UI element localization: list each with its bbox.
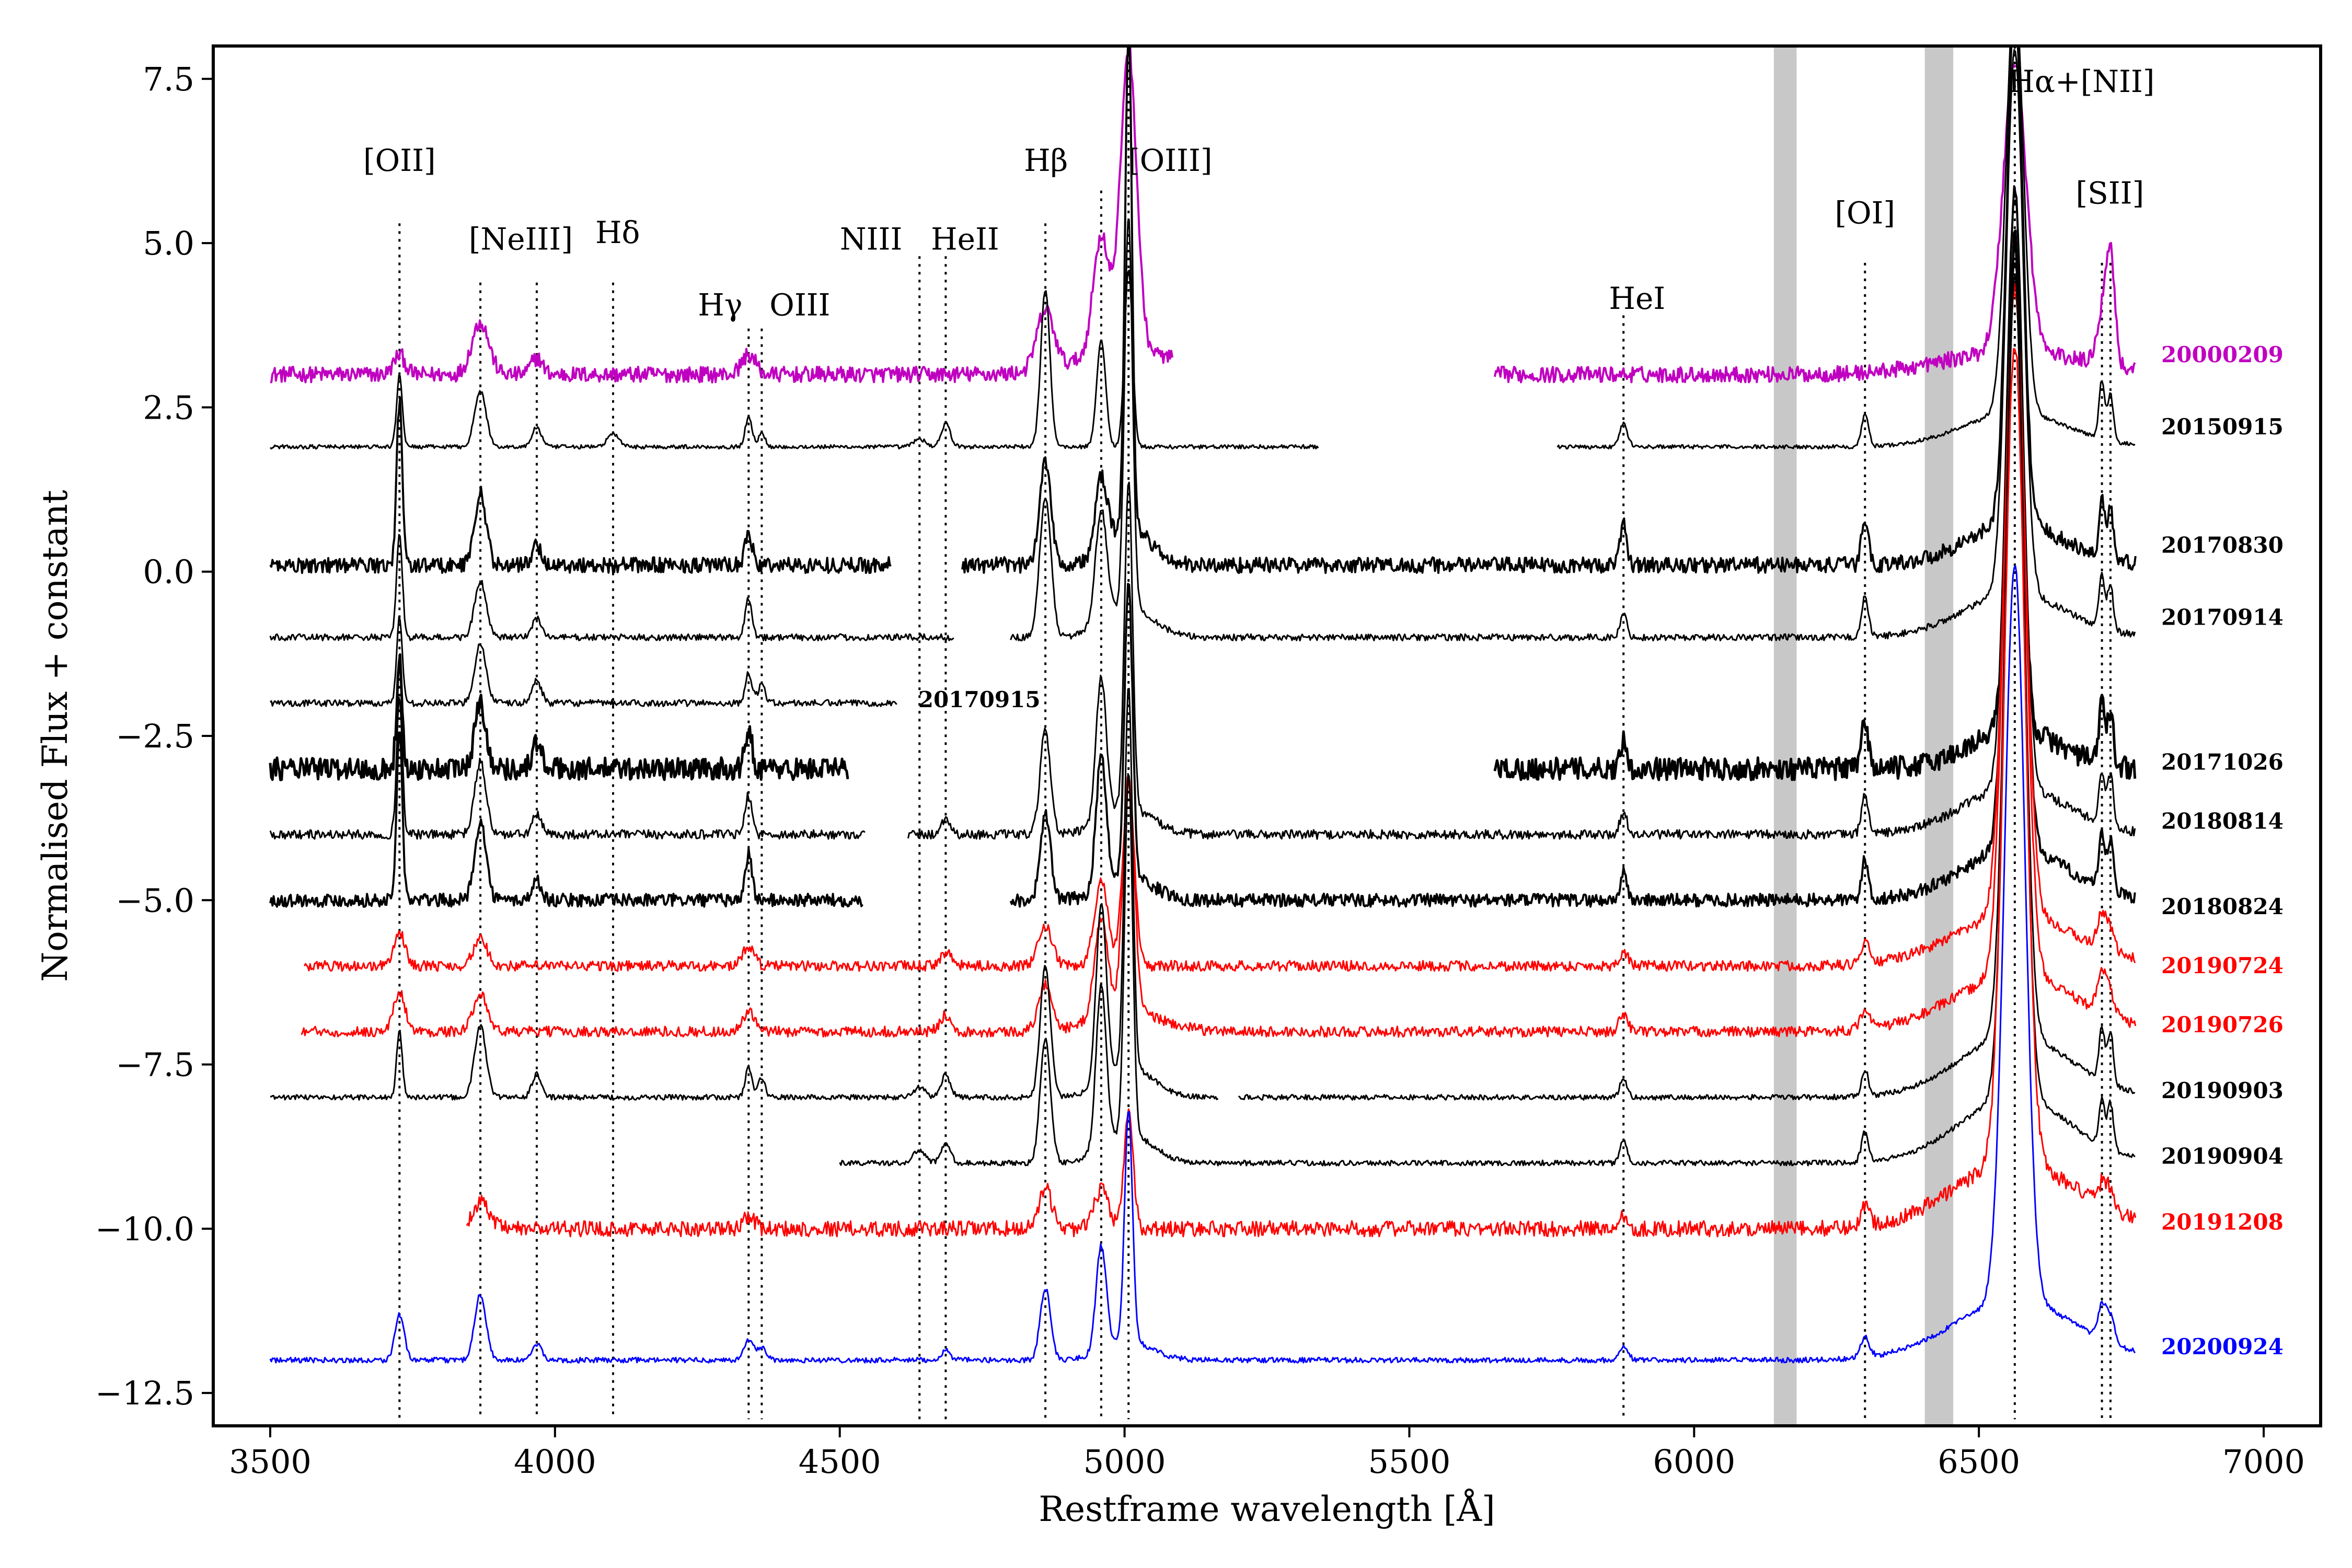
spectrum-20170830-segment-1 bbox=[961, 46, 2137, 574]
x-tick-label: 4500 bbox=[799, 1443, 881, 1481]
x-tick-label: 5000 bbox=[1083, 1443, 1166, 1481]
y-tick-label: 0.0 bbox=[143, 553, 194, 591]
axis-ticks: 3500 4000 4500 5000 5500 6000 6500 7000 7.5 5.0 2.… bbox=[95, 60, 2305, 1481]
y-tick-label: −10.0 bbox=[95, 1210, 194, 1248]
spectrum-20170830-segment-0 bbox=[269, 396, 892, 574]
series-date-label: 20190724 bbox=[2161, 953, 2284, 978]
series-date-label: 20191208 bbox=[2161, 1209, 2284, 1235]
emission-line-label: [OIII] bbox=[1128, 143, 1213, 178]
series-date-label: 20171026 bbox=[2161, 749, 2284, 775]
x-tick-label: 5500 bbox=[1368, 1443, 1451, 1481]
y-tick-label: 5.0 bbox=[143, 224, 194, 262]
emission-line-label: Hδ bbox=[595, 215, 640, 250]
emission-line-label: Hγ bbox=[698, 287, 742, 322]
spectrum-20190903-segment-0 bbox=[270, 688, 1219, 1101]
spectrum-20180814-segment-0 bbox=[269, 696, 866, 840]
plot-frame bbox=[212, 44, 2322, 1427]
spectrum-20180824-segment-1 bbox=[1009, 185, 2136, 908]
x-tick-label: 6000 bbox=[1653, 1443, 1735, 1481]
shaded-band-0 bbox=[1773, 46, 1797, 1426]
emission-line-label: HeII bbox=[931, 222, 999, 257]
spectrum-20000209-segment-0 bbox=[270, 46, 1174, 384]
y-tick-label: −7.5 bbox=[116, 1046, 194, 1084]
spectrum-20000209-segment-1 bbox=[1493, 63, 2136, 384]
shaded-bands bbox=[1773, 46, 1954, 1426]
spectrum-20170914-segment-1 bbox=[1010, 49, 2136, 642]
emission-line-labels: [OII] [NeIII] Hδ Hγ OIII NIII HeII Hβ [OIII] HeI [… bbox=[363, 64, 2154, 322]
spectra-series bbox=[269, 46, 2137, 1364]
y-tick-label: −2.5 bbox=[116, 717, 194, 755]
inline-date-label: 20170915 bbox=[918, 687, 1041, 712]
emission-line-label: [OII] bbox=[363, 143, 436, 178]
spectrum-20190904-segment-0 bbox=[839, 275, 2136, 1167]
series-date-label: 20190904 bbox=[2161, 1144, 2284, 1169]
series-date-label: 20200924 bbox=[2161, 1334, 2284, 1359]
x-tick-label: 3500 bbox=[229, 1443, 312, 1481]
y-tick-label: 7.5 bbox=[143, 60, 194, 98]
spectrum-20200924-segment-0 bbox=[269, 565, 2136, 1364]
emission-line-label: [SII] bbox=[2076, 176, 2144, 211]
series-date-label: 20170914 bbox=[2161, 605, 2284, 630]
emission-line-label: [OI] bbox=[1835, 195, 1895, 230]
emission-line-label: OIII bbox=[769, 287, 830, 322]
series-date-label: 20190903 bbox=[2161, 1078, 2284, 1103]
spectrum-20180824-segment-0 bbox=[269, 731, 863, 908]
spectrum-20190726-segment-0 bbox=[301, 283, 2137, 1038]
emission-line-label: [NeIII] bbox=[469, 222, 573, 257]
series-date-label: 20170830 bbox=[2161, 532, 2284, 558]
emission-line-markers bbox=[398, 46, 2112, 1420]
x-tick-label: 4000 bbox=[514, 1443, 596, 1481]
spectrum-20171026-segment-0 bbox=[269, 653, 849, 781]
emission-line-label: HeI bbox=[1609, 281, 1665, 316]
emission-line-label: Hα+[NII] bbox=[2008, 64, 2154, 99]
spectrum-20190903-segment-1 bbox=[1238, 262, 2136, 1101]
series-date-label: 20150915 bbox=[2161, 414, 2284, 440]
emission-line-label: NIII bbox=[840, 222, 902, 257]
y-tick-label: −12.5 bbox=[95, 1374, 194, 1412]
spectrum-20180814-segment-1 bbox=[907, 200, 2136, 840]
y-tick-label: 2.5 bbox=[143, 388, 194, 426]
x-tick-label: 7000 bbox=[2222, 1443, 2305, 1481]
spectrum-20191208-segment-0 bbox=[466, 348, 2137, 1238]
shaded-band-1 bbox=[1924, 46, 1954, 1426]
series-date-label: 20180814 bbox=[2161, 808, 2284, 834]
x-tick-label: 6500 bbox=[1938, 1443, 2020, 1481]
spectrum-20150915-segment-1 bbox=[1557, 46, 2136, 450]
spectrum-20170914-segment-0 bbox=[269, 534, 954, 641]
spectrum-20150915-segment-0 bbox=[269, 269, 1319, 450]
series-date-label: 20190726 bbox=[2161, 1012, 2284, 1037]
series-date-label: 20180824 bbox=[2161, 894, 2284, 919]
series-date-label: 20000209 bbox=[2161, 342, 2284, 367]
spectrum-20190724-segment-0 bbox=[304, 292, 2136, 972]
observation-date-labels: 20000209 20150915 20170830 20170914 20171026… bbox=[918, 342, 2284, 1359]
emission-line-label: Hβ bbox=[1024, 143, 1068, 178]
x-axis-label: Restframe wavelength [Å] bbox=[1039, 1489, 1495, 1529]
y-tick-label: −5.0 bbox=[116, 881, 194, 919]
y-axis-label: Normalised Flux + constant bbox=[35, 490, 75, 982]
spectrum-20170915-segment-0 bbox=[269, 616, 897, 707]
